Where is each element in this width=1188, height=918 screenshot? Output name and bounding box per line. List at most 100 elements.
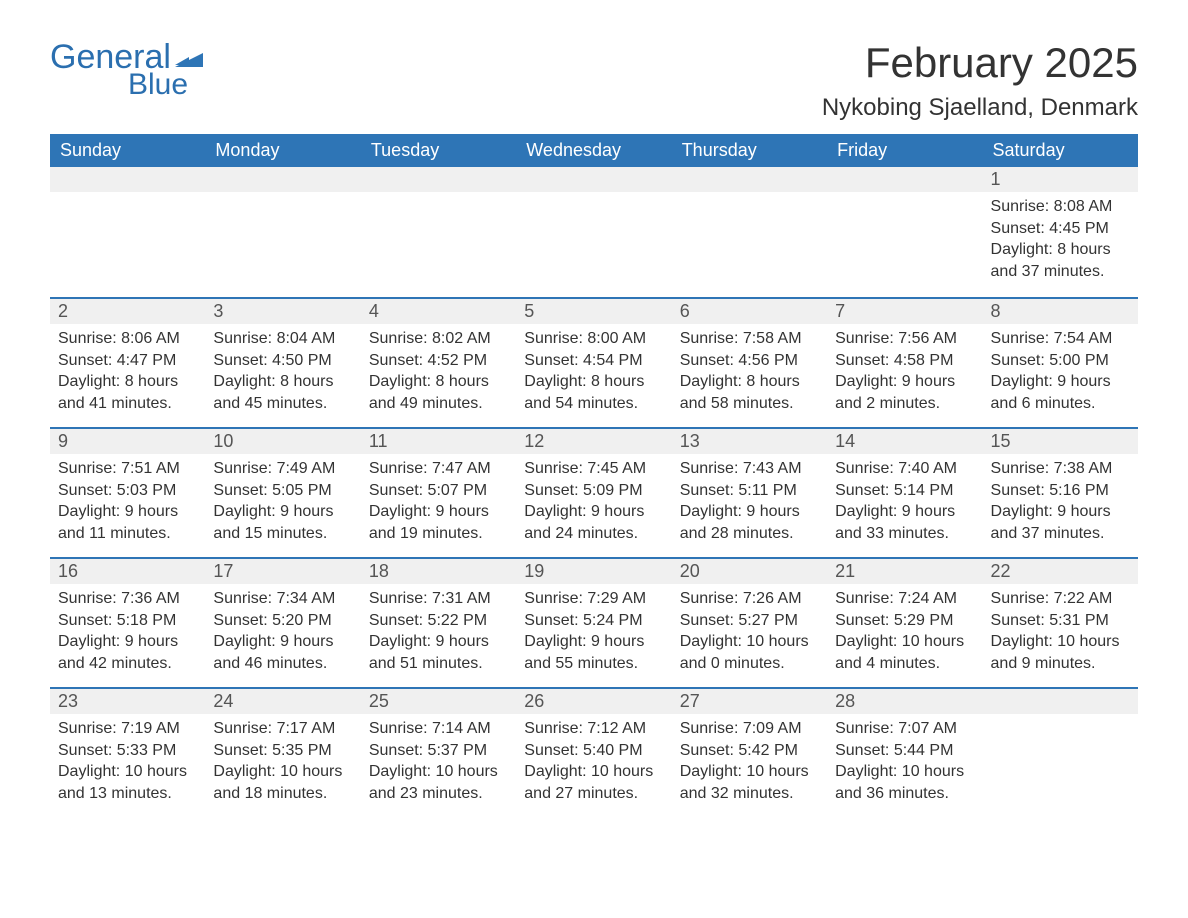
sunrise-line: Sunrise: 7:34 AM <box>213 588 352 610</box>
calendar-cell: 21Sunrise: 7:24 AMSunset: 5:29 PMDayligh… <box>827 557 982 687</box>
day-body: Sunrise: 8:08 AMSunset: 4:45 PMDaylight:… <box>983 192 1138 292</box>
day-body: Sunrise: 7:29 AMSunset: 5:24 PMDaylight:… <box>516 584 671 684</box>
calendar-row: 1Sunrise: 8:08 AMSunset: 4:45 PMDaylight… <box>50 167 1138 297</box>
sunrise-line: Sunrise: 7:47 AM <box>369 458 508 480</box>
daylight-line: Daylight: 10 hours and 0 minutes. <box>680 631 819 674</box>
daylight-line: Daylight: 9 hours and 19 minutes. <box>369 501 508 544</box>
calendar-cell <box>983 687 1138 817</box>
day-number-bar: 27 <box>672 687 827 714</box>
sunrise-line: Sunrise: 7:56 AM <box>835 328 974 350</box>
sunset-line: Sunset: 5:27 PM <box>680 610 819 632</box>
day-number-bar: 22 <box>983 557 1138 584</box>
daylight-line: Daylight: 8 hours and 58 minutes. <box>680 371 819 414</box>
daylight-line: Daylight: 8 hours and 45 minutes. <box>213 371 352 414</box>
weekday-header: Tuesday <box>361 134 516 167</box>
daylight-line: Daylight: 9 hours and 46 minutes. <box>213 631 352 674</box>
calendar-cell: 19Sunrise: 7:29 AMSunset: 5:24 PMDayligh… <box>516 557 671 687</box>
calendar-cell: 5Sunrise: 8:00 AMSunset: 4:54 PMDaylight… <box>516 297 671 427</box>
day-body: Sunrise: 7:26 AMSunset: 5:27 PMDaylight:… <box>672 584 827 684</box>
daylight-line: Daylight: 8 hours and 49 minutes. <box>369 371 508 414</box>
day-body: Sunrise: 7:31 AMSunset: 5:22 PMDaylight:… <box>361 584 516 684</box>
sunset-line: Sunset: 4:47 PM <box>58 350 197 372</box>
day-number-bar: 21 <box>827 557 982 584</box>
daylight-line: Daylight: 10 hours and 9 minutes. <box>991 631 1130 674</box>
day-body: Sunrise: 8:04 AMSunset: 4:50 PMDaylight:… <box>205 324 360 424</box>
sunset-line: Sunset: 4:58 PM <box>835 350 974 372</box>
calendar-cell: 11Sunrise: 7:47 AMSunset: 5:07 PMDayligh… <box>361 427 516 557</box>
sunset-line: Sunset: 4:45 PM <box>991 218 1130 240</box>
header-row: General Blue February 2025 Nykobing Sjae… <box>50 40 1138 122</box>
sunrise-line: Sunrise: 7:40 AM <box>835 458 974 480</box>
day-number-bar <box>827 167 982 192</box>
sunset-line: Sunset: 5:42 PM <box>680 740 819 762</box>
day-number-bar: 11 <box>361 427 516 454</box>
day-number-bar: 8 <box>983 297 1138 324</box>
sunrise-line: Sunrise: 7:29 AM <box>524 588 663 610</box>
day-number-bar: 1 <box>983 167 1138 192</box>
day-number-bar: 7 <box>827 297 982 324</box>
day-body: Sunrise: 7:43 AMSunset: 5:11 PMDaylight:… <box>672 454 827 554</box>
sunrise-line: Sunrise: 7:51 AM <box>58 458 197 480</box>
calendar-cell <box>361 167 516 297</box>
day-number-bar: 17 <box>205 557 360 584</box>
sunset-line: Sunset: 5:40 PM <box>524 740 663 762</box>
sunrise-line: Sunrise: 7:58 AM <box>680 328 819 350</box>
sunset-line: Sunset: 5:03 PM <box>58 480 197 502</box>
sunrise-line: Sunrise: 7:49 AM <box>213 458 352 480</box>
day-number-bar: 18 <box>361 557 516 584</box>
daylight-line: Daylight: 9 hours and 28 minutes. <box>680 501 819 544</box>
calendar-cell: 13Sunrise: 7:43 AMSunset: 5:11 PMDayligh… <box>672 427 827 557</box>
sunrise-line: Sunrise: 7:24 AM <box>835 588 974 610</box>
sunset-line: Sunset: 5:05 PM <box>213 480 352 502</box>
sunrise-line: Sunrise: 7:22 AM <box>991 588 1130 610</box>
sunset-line: Sunset: 4:56 PM <box>680 350 819 372</box>
calendar-table: SundayMondayTuesdayWednesdayThursdayFrid… <box>50 134 1138 817</box>
calendar-cell: 3Sunrise: 8:04 AMSunset: 4:50 PMDaylight… <box>205 297 360 427</box>
sunset-line: Sunset: 5:24 PM <box>524 610 663 632</box>
day-number-bar: 15 <box>983 427 1138 454</box>
flag-icon <box>175 47 203 67</box>
sunrise-line: Sunrise: 8:06 AM <box>58 328 197 350</box>
sunrise-line: Sunrise: 7:45 AM <box>524 458 663 480</box>
sunset-line: Sunset: 4:54 PM <box>524 350 663 372</box>
daylight-line: Daylight: 9 hours and 6 minutes. <box>991 371 1130 414</box>
day-number-bar: 13 <box>672 427 827 454</box>
sunset-line: Sunset: 5:14 PM <box>835 480 974 502</box>
daylight-line: Daylight: 10 hours and 23 minutes. <box>369 761 508 804</box>
day-number-bar <box>672 167 827 192</box>
weekday-header: Wednesday <box>516 134 671 167</box>
location: Nykobing Sjaelland, Denmark <box>822 94 1138 122</box>
daylight-line: Daylight: 8 hours and 41 minutes. <box>58 371 197 414</box>
sunrise-line: Sunrise: 7:19 AM <box>58 718 197 740</box>
calendar-cell: 8Sunrise: 7:54 AMSunset: 5:00 PMDaylight… <box>983 297 1138 427</box>
day-number-bar: 16 <box>50 557 205 584</box>
day-body: Sunrise: 8:06 AMSunset: 4:47 PMDaylight:… <box>50 324 205 424</box>
calendar-cell: 10Sunrise: 7:49 AMSunset: 5:05 PMDayligh… <box>205 427 360 557</box>
calendar-cell: 20Sunrise: 7:26 AMSunset: 5:27 PMDayligh… <box>672 557 827 687</box>
day-number-bar: 26 <box>516 687 671 714</box>
calendar-cell <box>205 167 360 297</box>
weekday-header: Saturday <box>983 134 1138 167</box>
daylight-line: Daylight: 9 hours and 24 minutes. <box>524 501 663 544</box>
day-body: Sunrise: 7:54 AMSunset: 5:00 PMDaylight:… <box>983 324 1138 424</box>
day-number-bar: 6 <box>672 297 827 324</box>
calendar-cell: 18Sunrise: 7:31 AMSunset: 5:22 PMDayligh… <box>361 557 516 687</box>
day-body: Sunrise: 7:38 AMSunset: 5:16 PMDaylight:… <box>983 454 1138 554</box>
sunrise-line: Sunrise: 8:02 AM <box>369 328 508 350</box>
calendar-cell: 23Sunrise: 7:19 AMSunset: 5:33 PMDayligh… <box>50 687 205 817</box>
logo-word2: Blue <box>128 68 188 102</box>
day-number-bar: 12 <box>516 427 671 454</box>
weekday-header: Thursday <box>672 134 827 167</box>
calendar-cell: 26Sunrise: 7:12 AMSunset: 5:40 PMDayligh… <box>516 687 671 817</box>
day-body: Sunrise: 7:12 AMSunset: 5:40 PMDaylight:… <box>516 714 671 814</box>
sunset-line: Sunset: 5:33 PM <box>58 740 197 762</box>
calendar-cell: 27Sunrise: 7:09 AMSunset: 5:42 PMDayligh… <box>672 687 827 817</box>
calendar-cell: 2Sunrise: 8:06 AMSunset: 4:47 PMDaylight… <box>50 297 205 427</box>
sunrise-line: Sunrise: 8:08 AM <box>991 196 1130 218</box>
sunset-line: Sunset: 4:50 PM <box>213 350 352 372</box>
daylight-line: Daylight: 9 hours and 37 minutes. <box>991 501 1130 544</box>
calendar-row: 9Sunrise: 7:51 AMSunset: 5:03 PMDaylight… <box>50 427 1138 557</box>
day-body: Sunrise: 7:36 AMSunset: 5:18 PMDaylight:… <box>50 584 205 684</box>
day-body: Sunrise: 7:34 AMSunset: 5:20 PMDaylight:… <box>205 584 360 684</box>
daylight-line: Daylight: 10 hours and 4 minutes. <box>835 631 974 674</box>
